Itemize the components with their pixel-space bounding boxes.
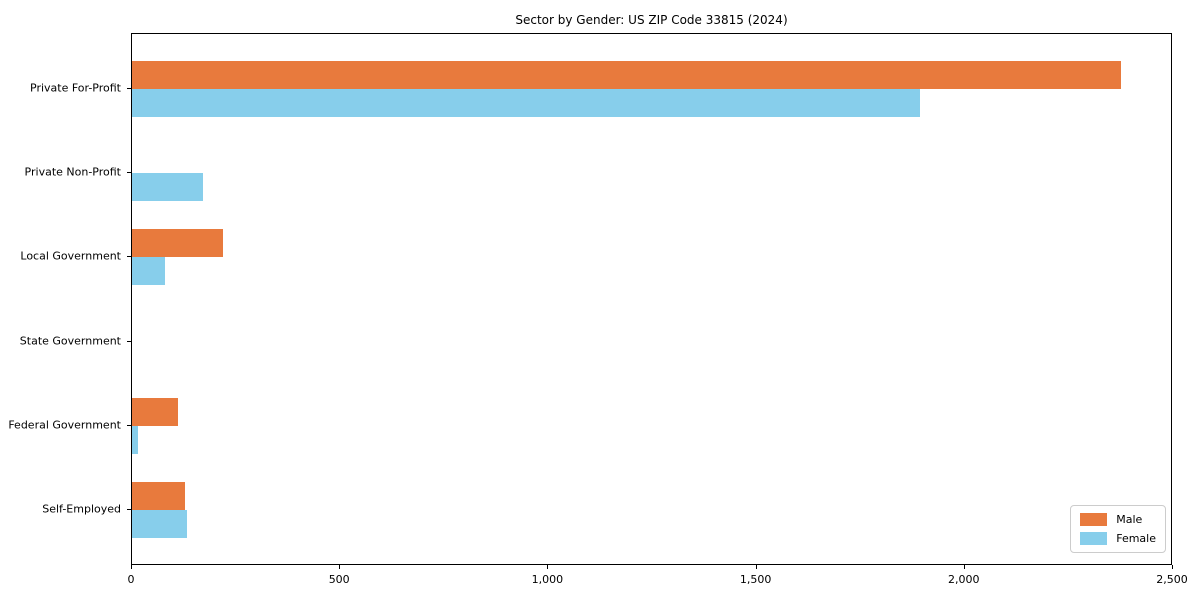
y-tick-label-private-non-profit: Private Non-Profit <box>24 165 121 179</box>
female-swatch-icon <box>1080 532 1108 545</box>
y-tick-mark <box>127 88 131 89</box>
x-tick-mark <box>1172 565 1173 569</box>
bar-male-self-employed <box>132 482 185 510</box>
male-swatch-icon <box>1080 513 1108 526</box>
bar-female-federal-government <box>132 425 139 454</box>
bar-male-federal-government <box>132 397 178 426</box>
x-tick-label-2500: 2,500 <box>1156 573 1188 586</box>
y-tick-mark <box>127 172 131 174</box>
bar-male-local-government <box>132 229 224 258</box>
legend-label-female: Female <box>1116 532 1156 545</box>
x-tick-mark <box>339 565 341 569</box>
legend-item-male: Male <box>1080 513 1156 526</box>
bar-female-self-employed <box>132 510 187 538</box>
chart-title: Sector by Gender: US ZIP Code 33815 (202… <box>515 13 788 27</box>
y-tick-label-local-government: Local Government <box>20 249 121 263</box>
y-tick-mark <box>127 424 131 426</box>
bar-male-private-for-profit <box>132 61 1122 89</box>
bar-female-private-for-profit <box>132 89 920 117</box>
x-tick-mark <box>963 565 965 569</box>
x-tick-label-1000: 1,000 <box>531 573 564 586</box>
y-tick-label-self-employed: Self-Employed <box>42 502 121 516</box>
y-tick-mark <box>127 340 131 342</box>
y-tick-label-state-government: State Government <box>19 334 121 348</box>
x-tick-mark <box>547 565 549 569</box>
legend: Male Female <box>1070 505 1166 553</box>
y-tick-mark <box>127 256 131 258</box>
x-tick-label-1500: 1,500 <box>739 573 772 586</box>
y-tick-label-federal-government: Federal Government <box>8 418 121 432</box>
legend-label-male: Male <box>1116 513 1143 526</box>
x-tick-label-0: 0 <box>127 573 135 586</box>
plot-area: Male Female <box>131 33 1172 565</box>
x-tick-mark <box>131 565 132 569</box>
y-tick-mark <box>127 509 131 510</box>
legend-item-female: Female <box>1080 532 1156 545</box>
bar-female-private-non-profit <box>132 173 203 202</box>
x-tick-label-500: 500 <box>328 573 350 586</box>
y-tick-label-private-for-profit: Private For-Profit <box>30 81 121 95</box>
x-tick-label-2000: 2,000 <box>948 573 980 586</box>
x-tick-mark <box>755 565 757 569</box>
bar-female-local-government <box>132 257 166 286</box>
